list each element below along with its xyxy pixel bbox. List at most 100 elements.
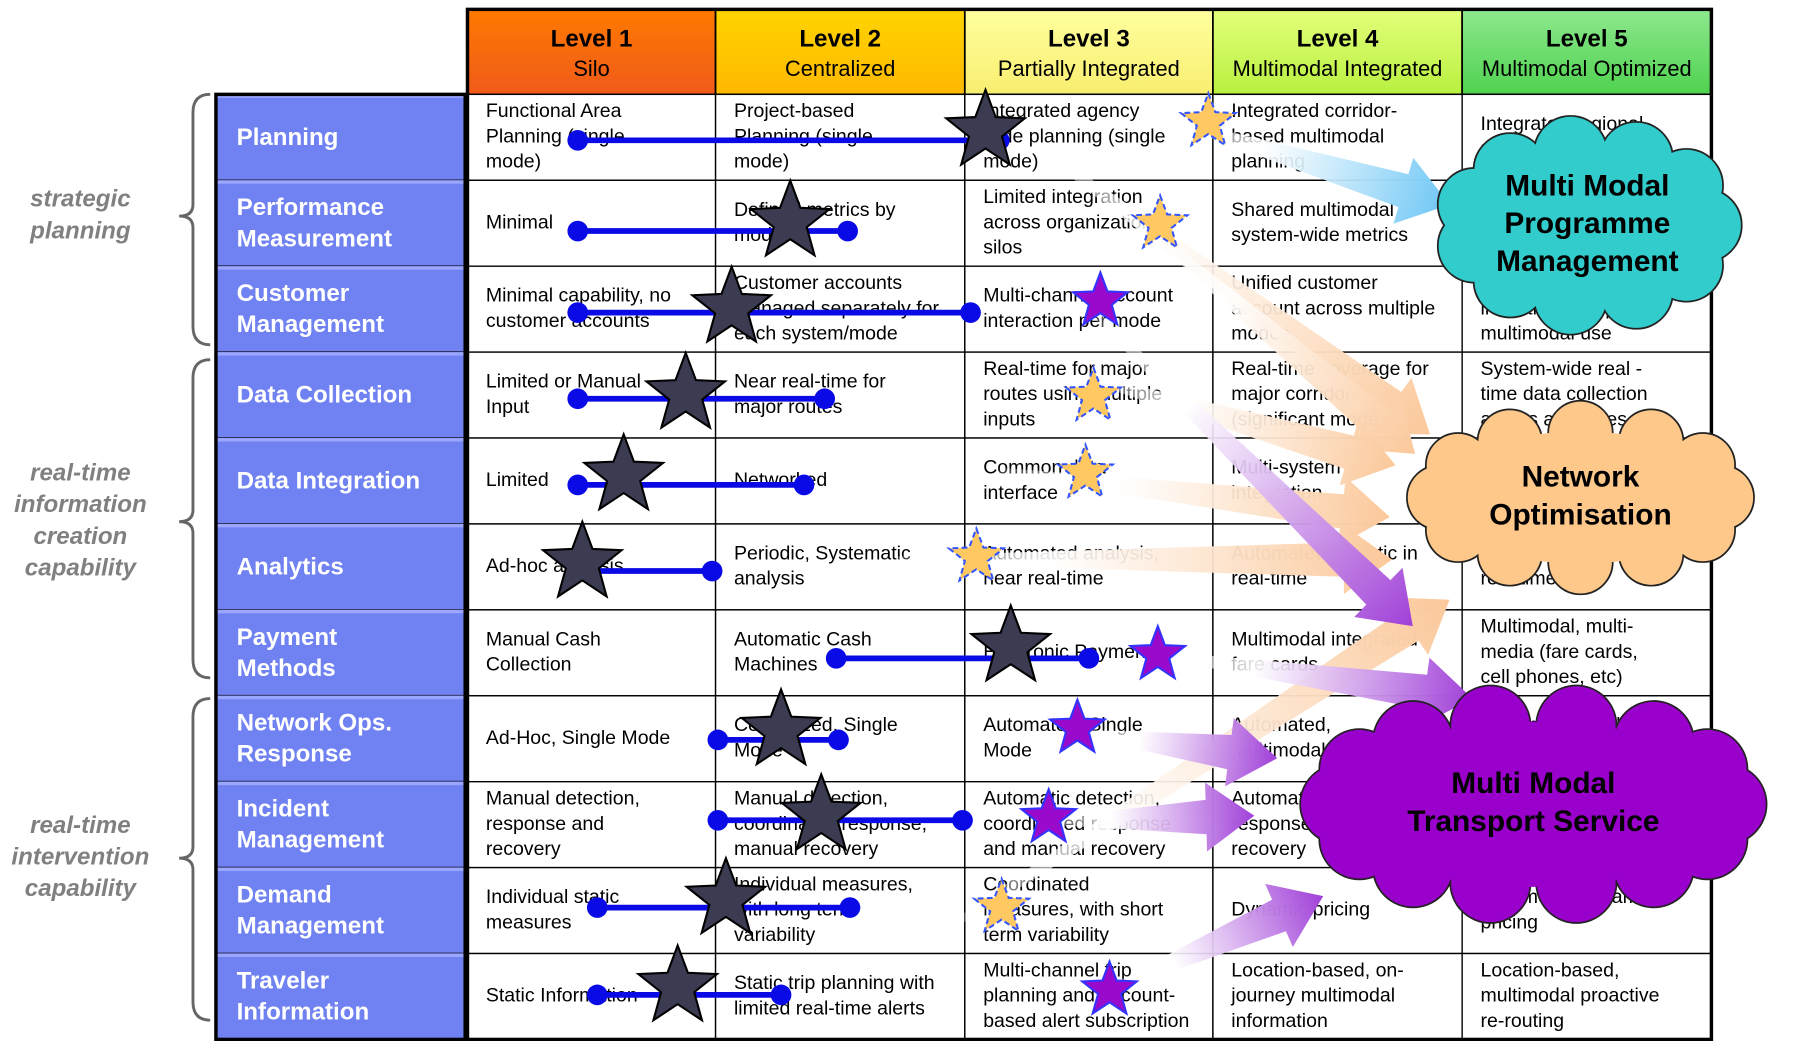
group-label: creation bbox=[34, 523, 128, 550]
brace bbox=[179, 697, 211, 1022]
progress-dot bbox=[1078, 647, 1100, 669]
cell bbox=[1461, 952, 1713, 1041]
cell-text: System-wide real - bbox=[1481, 358, 1643, 380]
row-label-box bbox=[215, 694, 467, 783]
cell-text: Manual detection, bbox=[486, 788, 640, 810]
target-star bbox=[1129, 192, 1191, 250]
cell-text: wide planning (single bbox=[982, 125, 1165, 147]
target-star bbox=[1047, 696, 1108, 755]
cell-text: Individual measures, bbox=[734, 873, 913, 895]
cell-text: Project-based bbox=[734, 100, 854, 122]
progress-dot bbox=[586, 897, 608, 918]
current-star bbox=[779, 771, 864, 852]
progress-dot bbox=[567, 220, 589, 242]
target-star bbox=[1079, 958, 1140, 1016]
target-star bbox=[1070, 269, 1131, 327]
cell-text: recovery bbox=[486, 838, 561, 860]
row-label-box bbox=[215, 866, 467, 955]
cell-text: near real-time bbox=[983, 568, 1103, 590]
group-label: strategic bbox=[30, 186, 131, 213]
header-cell bbox=[714, 8, 966, 96]
cell-text: multimodal proactive bbox=[1481, 985, 1660, 1007]
row-label-box bbox=[215, 179, 467, 268]
row-label: Methods bbox=[237, 655, 336, 682]
cloud-body bbox=[1465, 149, 1710, 301]
row-label: Analytics bbox=[237, 553, 344, 580]
row-label-box bbox=[215, 952, 467, 1041]
brace bbox=[179, 92, 211, 347]
row-label: Customer bbox=[237, 280, 350, 307]
brace bbox=[179, 358, 211, 680]
progress-dot bbox=[793, 474, 815, 496]
cell-text: Location-based, on- bbox=[1231, 959, 1404, 981]
current-star bbox=[943, 86, 1028, 167]
cell-text: media (fare cards, bbox=[1481, 641, 1638, 663]
target-star bbox=[1178, 90, 1239, 148]
cell-text: recovery bbox=[1231, 838, 1306, 860]
cloud-text: Multi Modal bbox=[1505, 169, 1669, 202]
cell-text: measures, with short bbox=[983, 899, 1164, 921]
progress-dot bbox=[825, 647, 847, 669]
cloud bbox=[1436, 115, 1743, 336]
row-label-box bbox=[215, 608, 467, 697]
cell-text: Integrated agency bbox=[983, 100, 1139, 122]
row-label-box bbox=[215, 93, 467, 182]
cell-text: Planning (single bbox=[486, 125, 625, 147]
cell bbox=[466, 265, 717, 353]
level-title: Level 3 bbox=[1048, 26, 1130, 53]
target-star bbox=[971, 875, 1032, 934]
group-label: intervention bbox=[11, 844, 149, 871]
level-title: Level 1 bbox=[551, 26, 633, 53]
cell-text: variability bbox=[734, 924, 816, 946]
cell-text: cell phones, etc) bbox=[1481, 666, 1623, 688]
row-label-box bbox=[215, 265, 467, 353]
cell-text: information bbox=[1231, 1010, 1328, 1032]
cell bbox=[466, 695, 717, 783]
cell-text: system-wide metrics bbox=[1231, 224, 1408, 246]
cell bbox=[466, 609, 717, 697]
target-star bbox=[1063, 364, 1124, 423]
row-label: Management bbox=[237, 311, 384, 338]
cell-text: interaction per mode bbox=[983, 310, 1161, 332]
cell-text: Customer accounts bbox=[734, 272, 902, 294]
current-star bbox=[689, 263, 774, 344]
level-title: Level 2 bbox=[799, 26, 881, 53]
cell-text: mode) bbox=[486, 151, 541, 173]
level-title: Level 4 bbox=[1297, 26, 1379, 53]
cell-text: Integrated corridor- bbox=[1231, 100, 1397, 122]
arrow bbox=[1090, 375, 1396, 486]
row-label-edge bbox=[215, 352, 466, 356]
level-name: Centralized bbox=[785, 56, 895, 81]
cloud-text: Optimisation bbox=[1489, 498, 1671, 531]
cell-text: Periodic, Systematic bbox=[734, 542, 911, 564]
target-star bbox=[946, 525, 1007, 583]
cell-text: Machines bbox=[734, 654, 818, 676]
cell-text: Planning (single bbox=[734, 125, 873, 147]
cell bbox=[466, 437, 717, 525]
target-star bbox=[1127, 623, 1188, 681]
row-label: Incident bbox=[237, 796, 329, 823]
row-label: Measurement bbox=[237, 225, 392, 252]
group-label: capability bbox=[25, 875, 138, 902]
cloud-body bbox=[1333, 721, 1734, 887]
row-label: Response bbox=[237, 741, 352, 768]
progress-dot bbox=[586, 984, 608, 1006]
current-star bbox=[581, 431, 666, 512]
cell-text: Minimal bbox=[486, 211, 553, 233]
row-label: Management bbox=[237, 913, 384, 940]
current-star bbox=[968, 602, 1053, 683]
row-label-edge bbox=[215, 266, 466, 270]
progress-dot bbox=[567, 388, 589, 410]
row-label-edge bbox=[215, 867, 466, 872]
cell-text: interface bbox=[983, 482, 1058, 504]
cell bbox=[466, 179, 717, 267]
row-label: Management bbox=[237, 827, 384, 854]
cell-text: response and bbox=[486, 813, 604, 835]
group-label: information bbox=[14, 491, 147, 518]
arrow bbox=[895, 525, 1393, 595]
cell-text: journey multimodal bbox=[1230, 985, 1395, 1007]
cell-text: mode) bbox=[734, 151, 789, 173]
arrow bbox=[1182, 120, 1450, 224]
cloud bbox=[1406, 399, 1755, 596]
